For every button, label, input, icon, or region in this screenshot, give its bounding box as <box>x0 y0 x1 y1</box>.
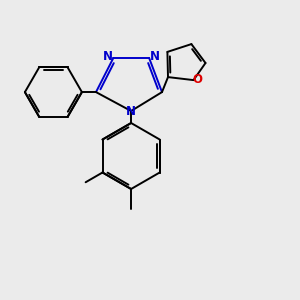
Text: N: N <box>103 50 113 63</box>
Text: O: O <box>192 73 202 86</box>
Text: N: N <box>149 50 160 63</box>
Text: N: N <box>126 105 136 119</box>
